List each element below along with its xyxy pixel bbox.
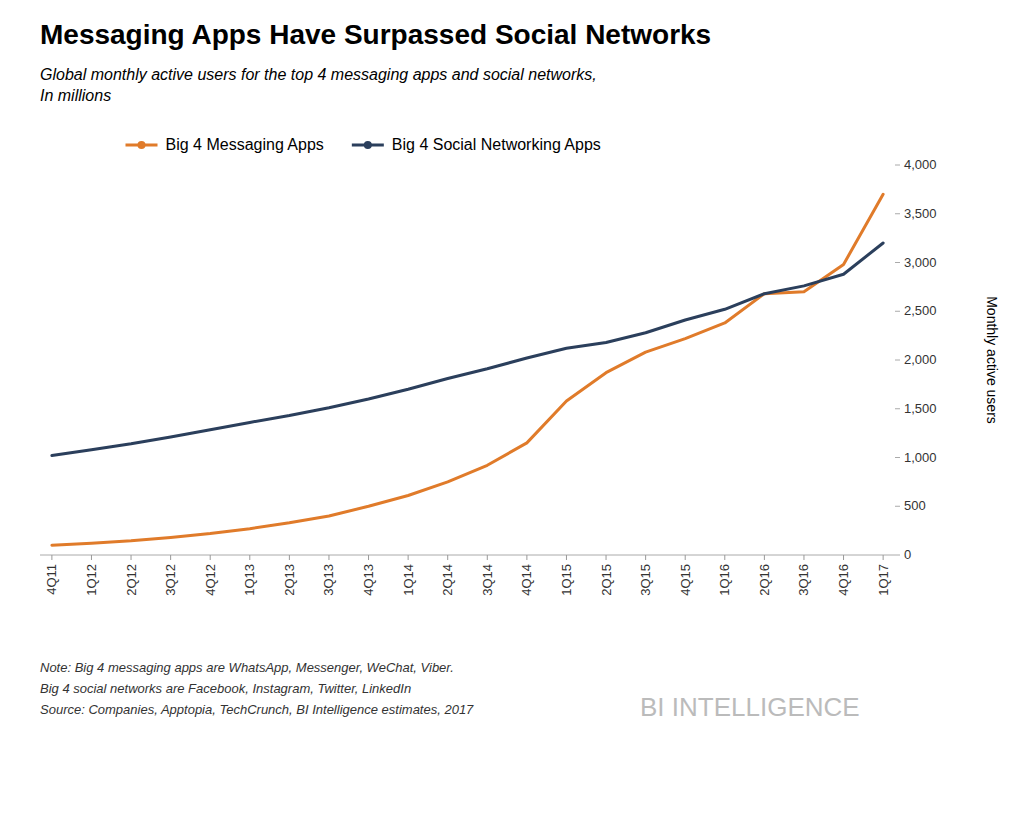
y-tick [895, 165, 900, 166]
y-tick-label: 3,500 [904, 206, 937, 221]
x-tick-label: 2Q14 [440, 564, 455, 596]
chart: Messaging Apps Have Surpassed Social Net… [0, 0, 1024, 814]
x-tick-label: 1Q17 [876, 564, 891, 596]
x-tick-label: 1Q14 [401, 564, 416, 596]
x-tick-label: 2Q12 [124, 564, 139, 596]
x-tick-label: 4Q16 [836, 564, 851, 596]
legend-label: Big 4 Social Networking Apps [392, 136, 601, 153]
x-tick-label: 3Q14 [480, 564, 495, 596]
subtitle-line: In millions [40, 87, 111, 104]
series-group [52, 194, 883, 545]
note: Source: Companies, Apptopia, TechCrunch,… [40, 702, 474, 717]
x-tick-label: 4Q11 [44, 564, 59, 595]
x-axis: 4Q11 1Q12 2Q12 3Q12 4Q12 1Q13 2Q13 3Q13 4Q13 1Q14… [40, 555, 895, 596]
note: Note: Big 4 messaging apps are WhatsApp,… [40, 660, 454, 675]
x-tick-label: 1Q12 [84, 564, 99, 596]
y-tick-label: 2,500 [904, 303, 937, 318]
y-tick-label: 1,500 [904, 401, 937, 416]
x-tick [328, 555, 329, 560]
x-tick [606, 555, 607, 560]
x-tick-label: 4Q12 [203, 564, 218, 596]
y-tick [895, 213, 900, 214]
x-tick-label: 3Q15 [638, 564, 653, 596]
title: Messaging Apps Have Surpassed Social Net… [40, 19, 711, 50]
x-tick [408, 555, 409, 560]
x-tick [685, 555, 686, 560]
y-tick-label: 1,000 [904, 450, 937, 465]
x-tick [289, 555, 290, 560]
x-tick-label: 1Q16 [717, 564, 732, 596]
x-tick [447, 555, 448, 560]
y-tick [895, 311, 900, 312]
note: Big 4 social networks are Facebook, Inst… [40, 681, 411, 696]
y-tick [895, 555, 900, 556]
x-tick [170, 555, 171, 560]
x-tick [210, 555, 211, 560]
x-tick-label: 3Q13 [321, 564, 336, 596]
series-line [52, 243, 883, 456]
x-tick [526, 555, 527, 560]
x-tick [883, 555, 884, 560]
y-tick [895, 506, 900, 507]
x-tick [368, 555, 369, 560]
y-tick [895, 262, 900, 263]
y-tick-label: 3,000 [904, 255, 937, 270]
subtitle: Global monthly active users for the top … [40, 66, 597, 104]
x-tick [249, 555, 250, 560]
x-tick-label: 3Q16 [796, 564, 811, 596]
x-axis-line [40, 555, 895, 556]
x-tick [91, 555, 92, 560]
x-tick [724, 555, 725, 560]
x-tick [566, 555, 567, 560]
x-tick-label: 2Q16 [757, 564, 772, 596]
legend-label: Big 4 Messaging Apps [166, 136, 324, 153]
y-tick-label: 4,000 [904, 157, 937, 172]
x-tick-label: 3Q12 [163, 564, 178, 596]
page: {"chart_data": { "type": "line", "title"… [0, 0, 1024, 814]
x-tick-label: 1Q13 [242, 564, 257, 596]
legend-marker [364, 141, 372, 149]
x-tick [764, 555, 765, 560]
x-tick-label: 2Q15 [599, 564, 614, 596]
y-tick [895, 457, 900, 458]
y-axis: 0 500 1,000 1,500 2,000 2,500 3,000 3,500 4,000 [895, 157, 937, 562]
x-tick [487, 555, 488, 560]
y-tick [895, 360, 900, 361]
x-tick-label: 4Q14 [519, 564, 534, 596]
x-tick [803, 555, 804, 560]
x-tick [843, 555, 844, 560]
y-tick-label: 0 [904, 547, 911, 562]
x-tick [645, 555, 646, 560]
y-axis-label: Monthly active users [984, 296, 1000, 424]
y-tick [895, 408, 900, 409]
x-tick-label: 1Q15 [559, 564, 574, 596]
y-tick-label: 2,000 [904, 352, 937, 367]
x-tick-label: 4Q13 [361, 564, 376, 596]
x-tick-label: 4Q15 [678, 564, 693, 596]
legend-marker [138, 141, 146, 149]
x-tick [131, 555, 132, 560]
x-tick [51, 555, 52, 560]
legend: Big 4 Messaging Apps Big 4 Social Network… [126, 136, 601, 153]
x-tick-label: 2Q13 [282, 564, 297, 596]
series-line [52, 194, 883, 545]
subtitle-line: Global monthly active users for the top … [40, 66, 597, 83]
y-tick-label: 500 [904, 498, 926, 513]
watermark: BI INTELLIGENCE [640, 692, 860, 722]
